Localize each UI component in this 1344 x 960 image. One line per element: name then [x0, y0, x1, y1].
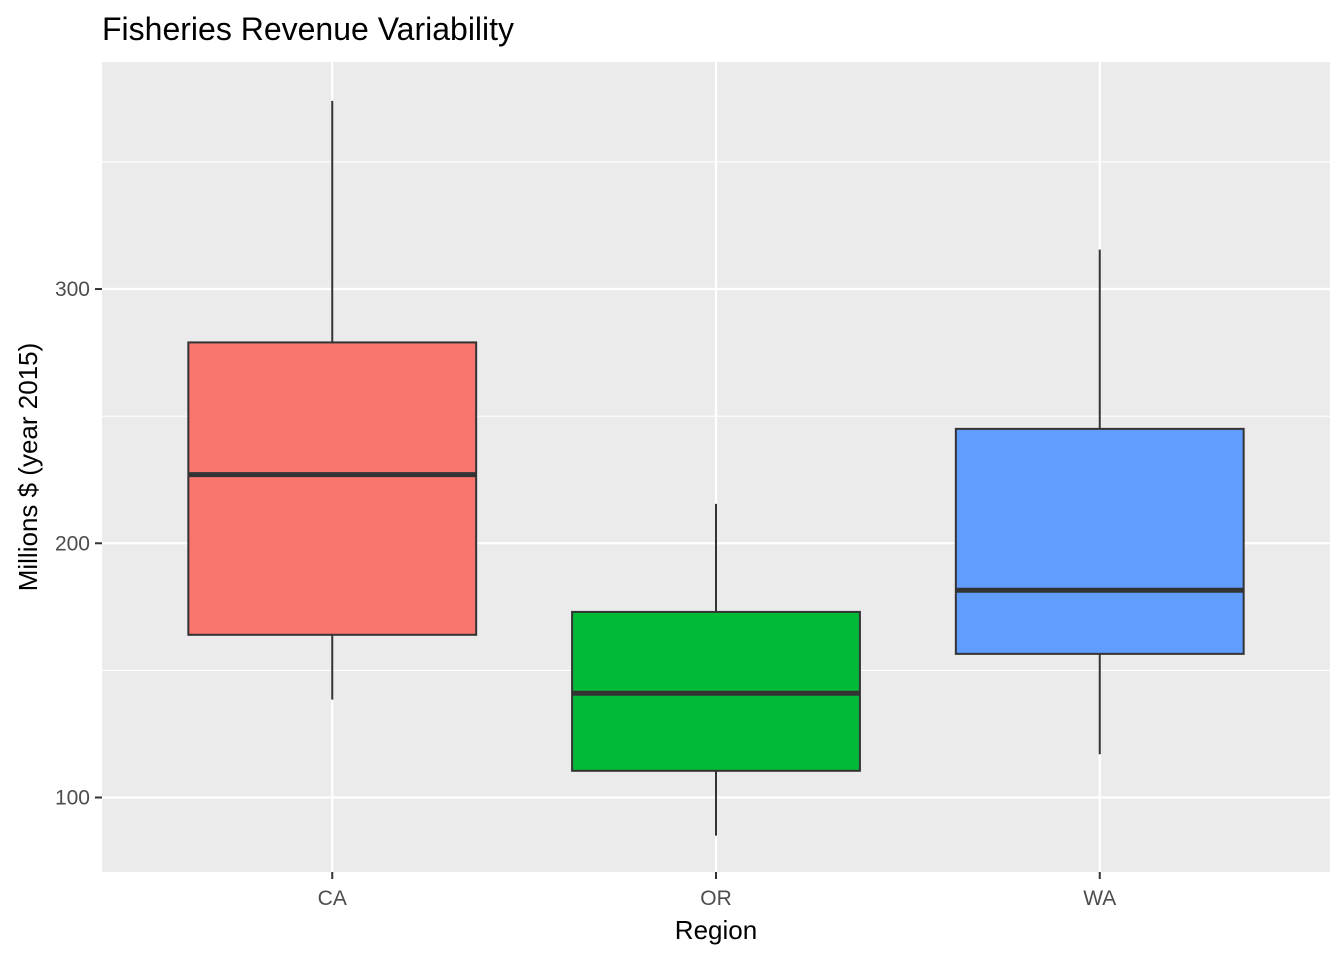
- x-tick-label: OR: [700, 887, 732, 910]
- iqr-box: [187, 341, 478, 636]
- y-axis-title: Millions $ (year 2015): [13, 343, 43, 592]
- box-or: [571, 503, 861, 836]
- boxes: [187, 100, 1245, 836]
- gridlines: [102, 62, 1330, 872]
- y-tick-label: 200: [55, 532, 90, 555]
- box-wa: [954, 249, 1245, 755]
- tick-labels: 100 200 300 CA OR WA: [55, 278, 1116, 910]
- box-ca: [187, 100, 478, 700]
- iqr-box: [954, 427, 1245, 655]
- x-tick-label: CA: [318, 887, 347, 910]
- x-axis-title: Region: [675, 915, 757, 945]
- x-tick-label: WA: [1083, 887, 1116, 910]
- chart-title: Fisheries Revenue Variability: [102, 11, 514, 47]
- y-tick-label: 300: [55, 278, 90, 301]
- y-tick-label: 100: [55, 787, 90, 810]
